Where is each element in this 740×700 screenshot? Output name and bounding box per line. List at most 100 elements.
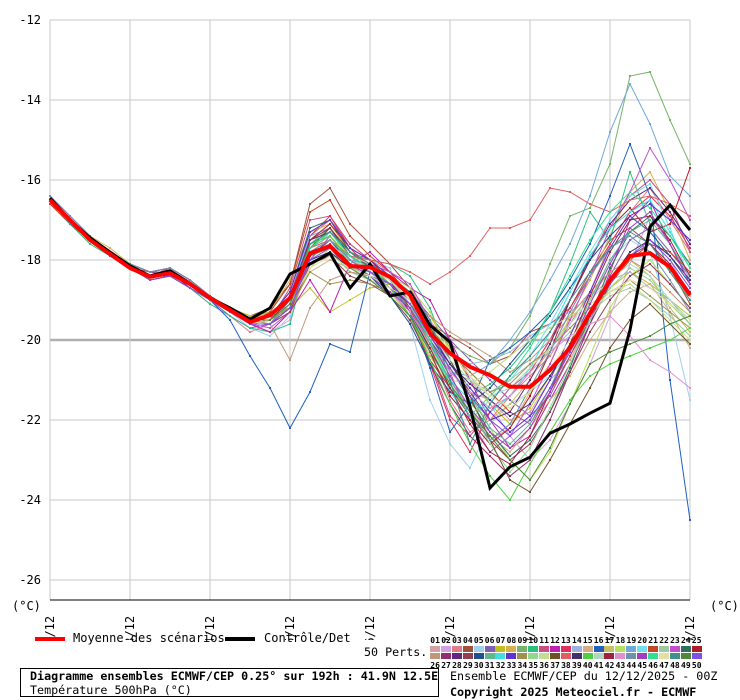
x-tick-label: 18/12 bbox=[523, 616, 537, 640]
legend-control-swatch bbox=[225, 637, 255, 641]
member-point-45 bbox=[409, 307, 411, 309]
member-point-04 bbox=[329, 187, 331, 189]
member-point-40 bbox=[509, 499, 511, 501]
member-point-43 bbox=[569, 335, 571, 337]
member-point-07 bbox=[449, 347, 451, 349]
member-point-12 bbox=[369, 251, 371, 253]
member-point-48 bbox=[329, 231, 331, 233]
member-point-26 bbox=[509, 371, 511, 373]
perturbation-swatch bbox=[648, 646, 658, 652]
member-point-15 bbox=[549, 399, 551, 401]
member-point-46 bbox=[609, 211, 611, 213]
y-tick-label: -22 bbox=[19, 413, 41, 427]
member-point-36 bbox=[669, 319, 671, 321]
member-point-41 bbox=[569, 323, 571, 325]
member-point-17 bbox=[509, 403, 511, 405]
member-point-23 bbox=[389, 271, 391, 273]
member-point-20 bbox=[549, 323, 551, 325]
member-point-11 bbox=[309, 219, 311, 221]
member-point-04 bbox=[369, 243, 371, 245]
member-point-48 bbox=[509, 375, 511, 377]
member-point-49 bbox=[489, 435, 491, 437]
member-point-01 bbox=[689, 295, 691, 297]
y-tick-label: -18 bbox=[19, 253, 41, 267]
member-point-32 bbox=[469, 399, 471, 401]
member-point-35 bbox=[569, 363, 571, 365]
member-point-34 bbox=[589, 307, 591, 309]
perturbation-swatch bbox=[648, 653, 658, 659]
perturbation-swatch bbox=[440, 646, 451, 652]
member-point-38 bbox=[409, 271, 411, 273]
member-point-05 bbox=[469, 467, 471, 469]
member-point-29 bbox=[409, 319, 411, 321]
member-point-19 bbox=[589, 195, 591, 197]
member-point-44 bbox=[349, 259, 351, 261]
member-point-49 bbox=[609, 351, 611, 353]
member-point-17 bbox=[689, 331, 691, 333]
member-point-41 bbox=[649, 275, 651, 277]
member-point-10 bbox=[589, 211, 591, 213]
member-point-23 bbox=[569, 319, 571, 321]
member-point-26 bbox=[549, 339, 551, 341]
member-point-21 bbox=[289, 283, 291, 285]
perturbation-number: 02 bbox=[441, 636, 451, 645]
member-point-40 bbox=[649, 347, 651, 349]
member-point-43 bbox=[449, 371, 451, 373]
member-point-18 bbox=[549, 451, 551, 453]
member-point-43 bbox=[489, 407, 491, 409]
perturbation-swatch bbox=[506, 646, 517, 652]
member-point-26 bbox=[449, 331, 451, 333]
member-point-16 bbox=[589, 243, 591, 245]
member-point-44 bbox=[489, 439, 491, 441]
member-point-33 bbox=[289, 291, 291, 293]
member-point-24 bbox=[609, 267, 611, 269]
member-point-25 bbox=[329, 223, 331, 225]
legend-mean-label: Moyenne des scénarios bbox=[73, 631, 225, 645]
member-point-39 bbox=[449, 363, 451, 365]
member-point-48 bbox=[69, 223, 71, 225]
perturbation-swatch bbox=[560, 646, 571, 652]
member-point-27 bbox=[489, 455, 491, 457]
member-point-48 bbox=[349, 251, 351, 253]
perturbation-number: 20 bbox=[637, 636, 648, 645]
member-point-44 bbox=[49, 195, 51, 197]
member-point-41 bbox=[589, 299, 591, 301]
member-point-20 bbox=[669, 227, 671, 229]
member-point-47 bbox=[489, 395, 491, 397]
member-point-19 bbox=[309, 235, 311, 237]
member-point-35 bbox=[609, 287, 611, 289]
y-tick-label: -12 bbox=[19, 13, 41, 27]
member-point-44 bbox=[149, 271, 151, 273]
member-point-14 bbox=[469, 363, 471, 365]
member-point-36 bbox=[649, 299, 651, 301]
member-point-03 bbox=[449, 399, 451, 401]
member-point-04 bbox=[469, 347, 471, 349]
member-point-23 bbox=[649, 147, 651, 149]
member-point-48 bbox=[489, 403, 491, 405]
member-point-48 bbox=[689, 299, 691, 301]
perturbation-swatch bbox=[691, 646, 702, 652]
member-point-10 bbox=[509, 367, 511, 369]
member-point-20 bbox=[649, 183, 651, 185]
member-point-25 bbox=[509, 427, 511, 429]
member-point-45 bbox=[389, 291, 391, 293]
member-point-37 bbox=[549, 459, 551, 461]
member-point-05 bbox=[489, 423, 491, 425]
perturbation-number: 04 bbox=[463, 636, 473, 645]
member-point-33 bbox=[649, 203, 651, 205]
member-point-48 bbox=[589, 271, 591, 273]
perturbation-swatch bbox=[604, 646, 615, 652]
member-point-38 bbox=[549, 187, 551, 189]
member-point-44 bbox=[329, 239, 331, 241]
member-point-45 bbox=[149, 279, 151, 281]
member-point-46 bbox=[429, 339, 431, 341]
member-point-36 bbox=[549, 327, 551, 329]
member-point-47 bbox=[469, 375, 471, 377]
member-point-38 bbox=[529, 219, 531, 221]
member-point-50 bbox=[569, 351, 571, 353]
y-axis-unit-right: (°C) bbox=[710, 599, 739, 613]
member-point-10 bbox=[229, 315, 231, 317]
perturbation-swatch bbox=[462, 646, 473, 652]
perturbation-number: 25 bbox=[691, 636, 702, 645]
perturbation-number: 34 bbox=[517, 661, 528, 670]
